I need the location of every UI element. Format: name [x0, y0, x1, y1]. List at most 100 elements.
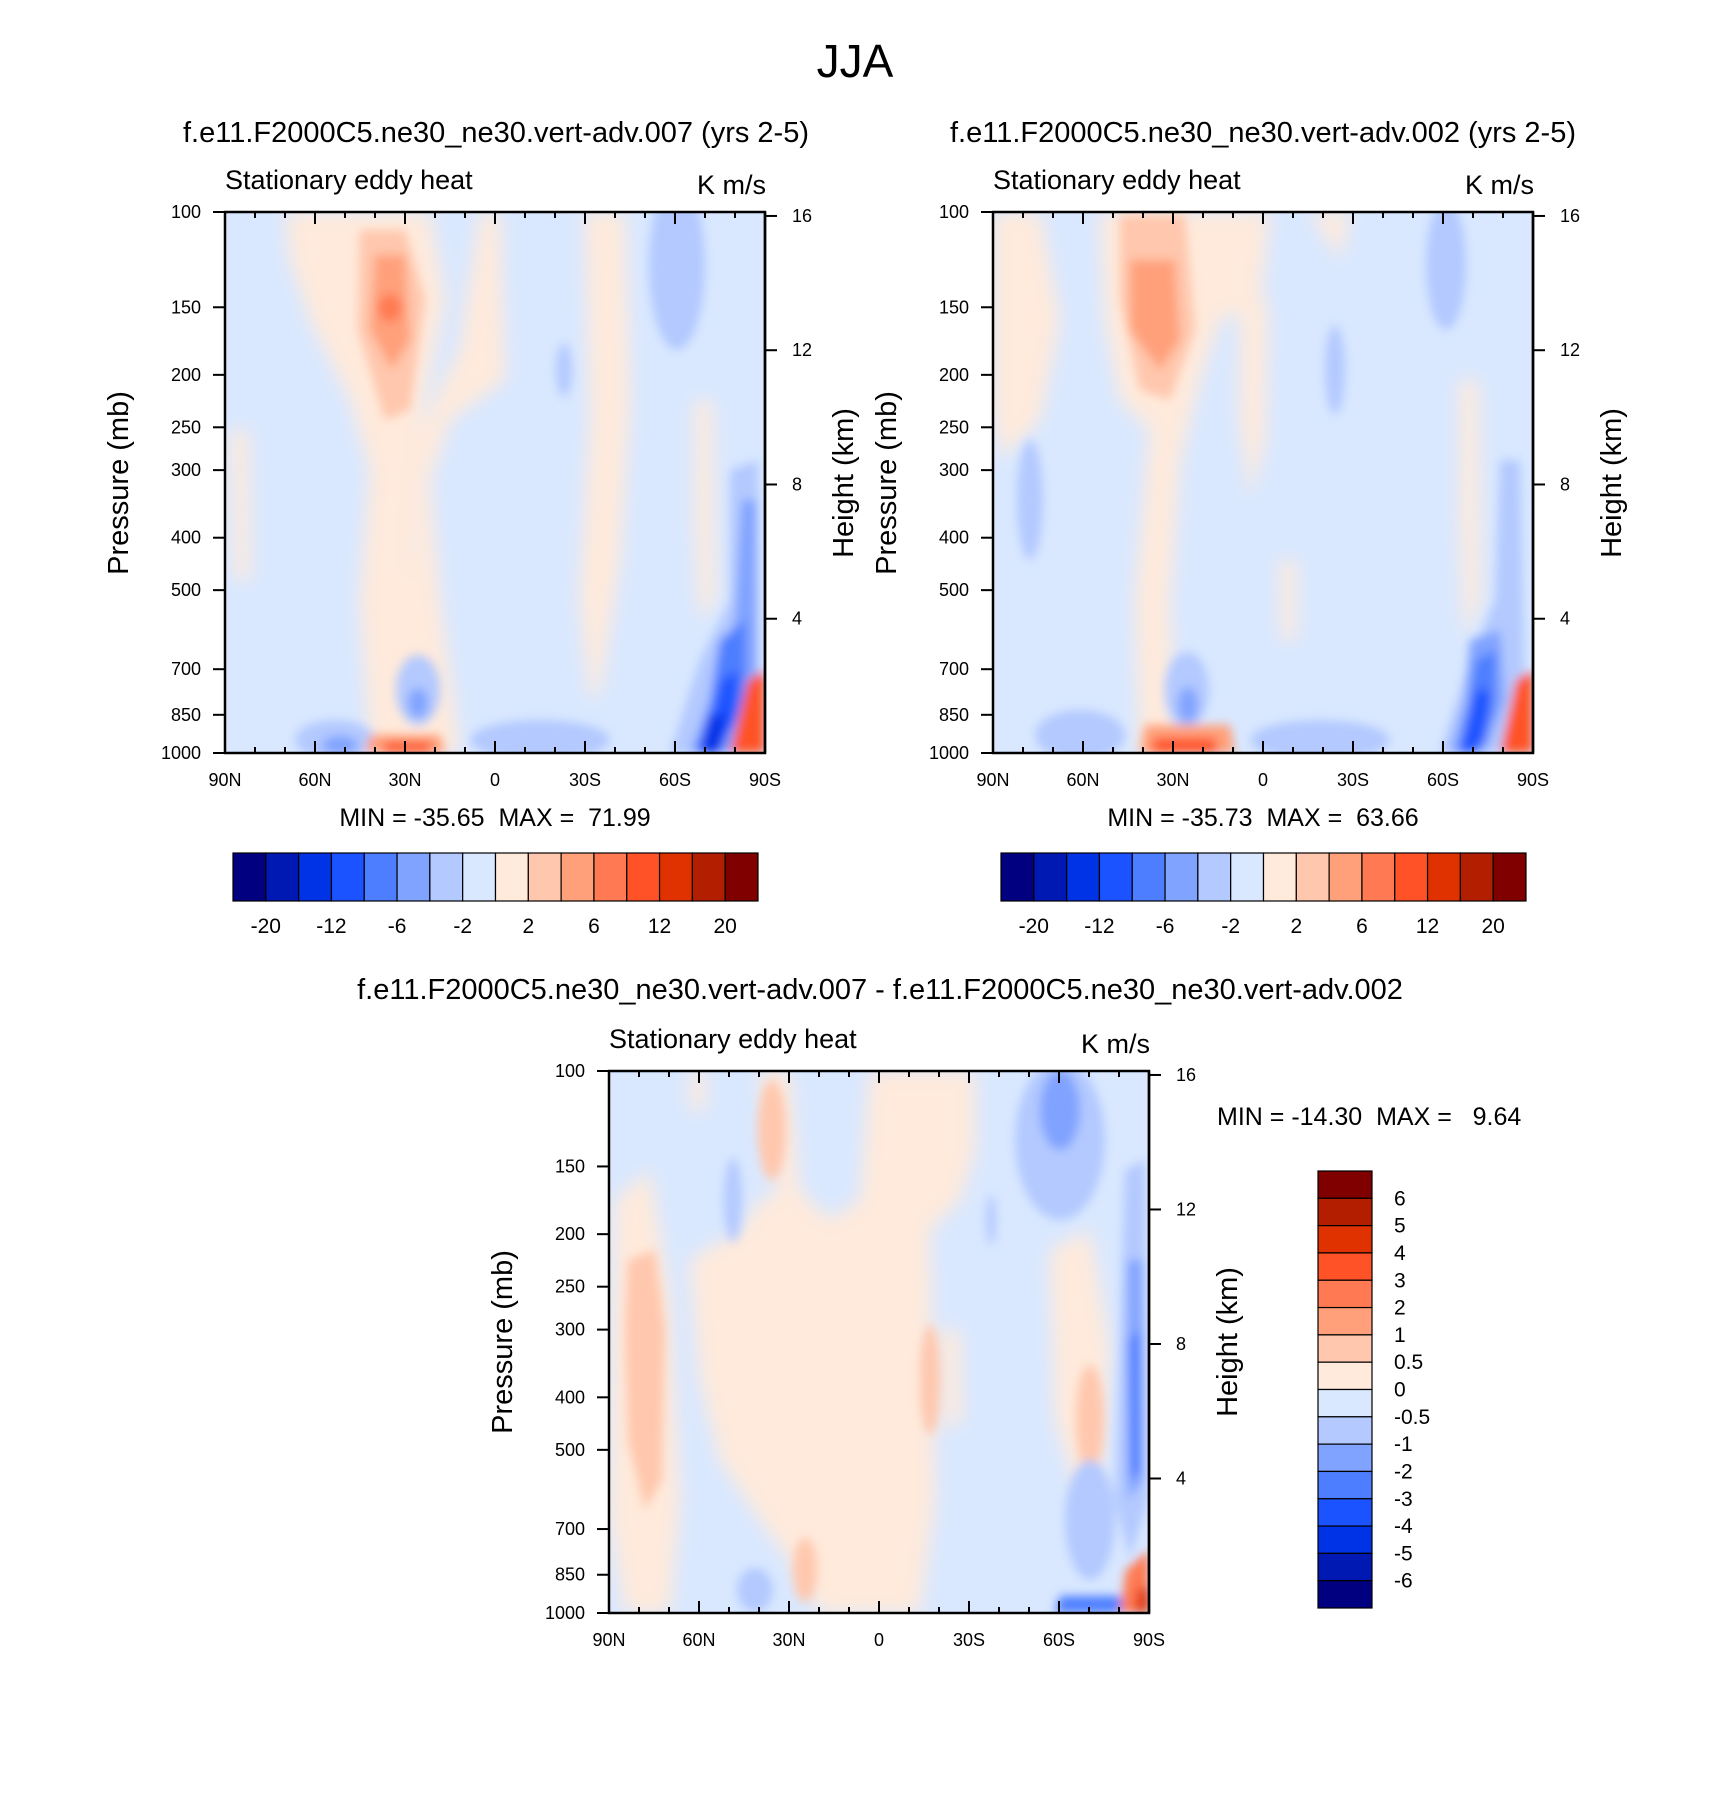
colorbar-box	[1317, 1306, 1373, 1336]
negative-region	[1178, 687, 1198, 723]
colorbar-box	[1317, 1416, 1373, 1445]
colorbar-box	[232, 852, 267, 902]
colorbar-label: 3	[1394, 1269, 1406, 1292]
colorbar-box	[265, 852, 300, 902]
panel-3-contour-field	[609, 1071, 1149, 1613]
panel-1-units: K m/s	[697, 170, 766, 200]
colorbar-label: -5	[1394, 1542, 1413, 1565]
colorbar-box	[1317, 1252, 1373, 1281]
panel-3-units: K m/s	[1081, 1029, 1150, 1059]
colorbar-label: 1	[1394, 1324, 1406, 1347]
x-tick-label: 60S	[1427, 770, 1459, 790]
y-tick-label: 500	[939, 580, 969, 600]
positive-region	[1240, 300, 1268, 500]
colorbar-box	[593, 852, 628, 902]
positive-region	[410, 212, 505, 753]
colorbar-box	[1361, 852, 1396, 902]
y-tick-label: 200	[939, 365, 969, 385]
y-tick-label: 150	[939, 297, 969, 317]
colorbar-label: -12	[1084, 915, 1114, 938]
colorbar-box	[1262, 852, 1297, 902]
positive-region	[695, 400, 715, 620]
colorbar-label: -3	[1394, 1488, 1413, 1511]
y-tick-label: 850	[171, 705, 201, 725]
negative-region	[1325, 325, 1345, 415]
panel-3-stats: MIN = -14.30 MAX = 9.64	[1217, 1103, 1521, 1131]
colorbar-box	[429, 852, 464, 902]
x-tick-label: 90N	[208, 770, 241, 790]
negative-region	[724, 1158, 742, 1242]
x-tick-label: 90S	[1517, 770, 1549, 790]
panel-3: f.e11.F2000C5.ne30_ne30.vert-adv.007 - f…	[357, 974, 1521, 1650]
panel-3-y2label: Height (km)	[1212, 1267, 1244, 1417]
x-tick-label: 0	[490, 770, 500, 790]
colorbar-box	[1317, 1361, 1373, 1391]
colorbar-box	[1317, 1279, 1373, 1309]
y-tick-label: 200	[555, 1224, 585, 1244]
colorbar-label: -6	[1394, 1570, 1413, 1593]
y-tick-label: 150	[171, 297, 201, 317]
x-tick-label: 30N	[1156, 770, 1189, 790]
y-tick-label: 300	[171, 460, 201, 480]
colorbar-label: -20	[1019, 915, 1049, 938]
y2-tick-label: 8	[1176, 1334, 1186, 1354]
y-tick-label: 300	[555, 1320, 585, 1340]
y-tick-label: 400	[555, 1387, 585, 1407]
colorbar-box	[1230, 852, 1265, 902]
y-tick-label: 100	[555, 1061, 585, 1081]
positive-region	[1500, 670, 1533, 753]
negative-region	[1440, 460, 1525, 753]
positive-region	[378, 294, 402, 322]
negative-region	[986, 1195, 996, 1245]
colorbar-label: 20	[1482, 915, 1505, 938]
y-tick-label: 100	[939, 202, 969, 222]
colorbar-label: 20	[714, 915, 737, 938]
y-tick-label: 400	[939, 528, 969, 548]
colorbar-label: 6	[1394, 1187, 1406, 1210]
y-tick-label: 850	[939, 705, 969, 725]
x-tick-label: 60N	[682, 1630, 715, 1650]
colorbar-box	[1317, 1388, 1373, 1418]
panel-2-title: f.e11.F2000C5.ne30_ne30.vert-adv.002 (yr…	[950, 117, 1576, 149]
positive-region	[730, 670, 765, 753]
positive-region	[690, 1071, 975, 1613]
y2-tick-label: 4	[1560, 609, 1570, 629]
positive-region	[1280, 560, 1296, 640]
positive-region	[1460, 380, 1480, 640]
y2-tick-label: 12	[1560, 340, 1580, 360]
panel-2-contour-field	[993, 212, 1533, 753]
negative-region	[556, 343, 572, 397]
positive-region	[1076, 1365, 1104, 1475]
y2-tick-label: 12	[792, 340, 812, 360]
colorbar-box	[1000, 852, 1035, 902]
positive-region	[940, 1330, 962, 1430]
negative-region	[1460, 690, 1490, 753]
x-tick-label: 90S	[749, 770, 781, 790]
page-title: JJA	[816, 35, 894, 87]
y-tick-label: 1000	[545, 1603, 585, 1623]
colorbar-box	[1295, 852, 1330, 902]
y2-tick-label: 16	[792, 206, 812, 226]
colorbar-box	[560, 852, 595, 902]
positive-region	[580, 212, 630, 700]
colorbar-box	[1317, 1443, 1373, 1473]
colorbar-label: 2	[1394, 1297, 1406, 1320]
negative-region	[322, 736, 358, 753]
negative-region	[649, 212, 705, 350]
x-tick-label: 60N	[1066, 770, 1099, 790]
colorbar-label: 12	[648, 915, 671, 938]
y-tick-label: 300	[939, 460, 969, 480]
colorbar-box	[1317, 1197, 1373, 1227]
colorbar-label: -1	[1394, 1433, 1413, 1456]
panel-1-contour-field	[225, 212, 765, 753]
colorbar-box	[462, 852, 497, 902]
positive-region	[1130, 260, 1180, 370]
negative-region	[1426, 212, 1466, 330]
colorbar-box	[330, 852, 365, 902]
colorbar-label: -6	[388, 915, 407, 938]
colorbar-box	[1394, 852, 1429, 902]
colorbar-box	[1131, 852, 1166, 902]
negative-region	[1250, 720, 1390, 753]
y2-tick-label: 4	[792, 609, 802, 629]
y-tick-label: 700	[939, 659, 969, 679]
